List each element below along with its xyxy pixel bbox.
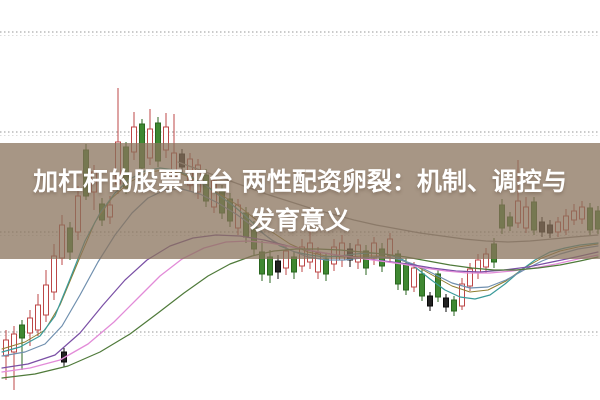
candle-body [43,284,49,316]
candle-body [419,273,425,297]
candle-body [443,297,449,308]
article-title-line2: 发育意义 [249,206,350,235]
candle-body [11,333,17,353]
candle-body [451,299,457,312]
candle-body [275,260,281,273]
candle-body [475,259,481,274]
candle-body [35,304,41,331]
candle-body [51,255,57,293]
candle-body [403,263,409,291]
candle-body [427,295,433,307]
candle-body [459,283,465,307]
candle-body [323,258,329,275]
title-banner: 加杠杆的股票平台 两性配资卵裂：机制、调控与 发育意义 [0,143,600,259]
candle-body [267,256,273,276]
candle-body [27,317,33,334]
candle-body [19,324,25,339]
article-title-line1: 加杠杆的股票平台 两性配资卵裂：机制、调控与 [33,167,567,196]
candle-body [467,268,473,287]
candle-body [291,256,297,273]
candle-body [411,267,417,288]
